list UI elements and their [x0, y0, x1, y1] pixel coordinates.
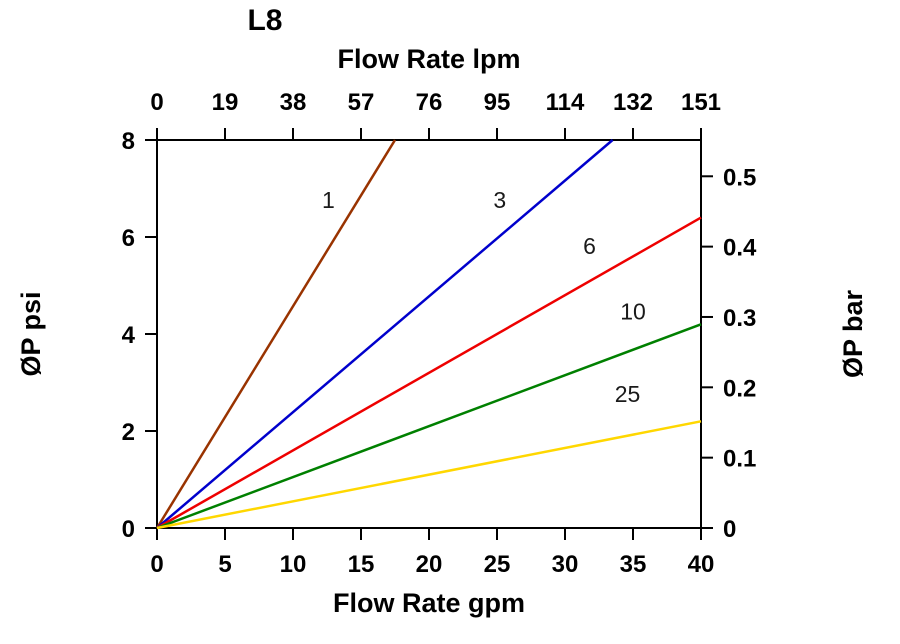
top-tick-label: 0 — [150, 89, 163, 116]
series-label-6: 6 — [583, 233, 596, 259]
bottom-tick-label: 40 — [688, 551, 715, 578]
bottom-tick-label: 5 — [218, 551, 231, 578]
right-tick-label: 0.5 — [723, 164, 756, 191]
bottom-tick-label: 25 — [484, 551, 511, 578]
left-tick-label: 2 — [122, 419, 135, 446]
bottom-tick-label: 10 — [280, 551, 307, 578]
chart-title: L8 — [247, 4, 283, 37]
top-tick-label: 132 — [613, 89, 653, 116]
top-tick-label: 57 — [348, 89, 375, 116]
left-tick-label: 6 — [122, 225, 135, 252]
top-tick-label: 114 — [546, 89, 585, 116]
right-tick-label: 0.3 — [723, 305, 756, 332]
bottom-tick-label: 20 — [416, 551, 443, 578]
top-axis-title: Flow Rate lpm — [337, 44, 521, 74]
series-line-1 — [155, 139, 397, 529]
right-tick-label: 0.1 — [723, 446, 756, 473]
right-tick-label: 0.4 — [723, 235, 757, 262]
series-line-6 — [156, 216, 702, 530]
series-label-10: 10 — [620, 298, 646, 324]
bottom-tick-label: 15 — [348, 551, 375, 578]
series-label-1: 1 — [322, 187, 335, 213]
top-tick-label: 38 — [280, 89, 307, 116]
right-tick-label: 0.2 — [723, 375, 756, 402]
left-tick-label: 0 — [122, 516, 135, 543]
series-line-3 — [156, 139, 614, 529]
bottom-axis-title: Flow Rate gpm — [332, 588, 525, 618]
left-tick-label: 8 — [122, 128, 135, 155]
series-line-10 — [156, 323, 702, 530]
top-tick-label: 76 — [416, 89, 443, 116]
series-line-25 — [156, 420, 702, 530]
left-tick-label: 4 — [122, 322, 136, 349]
top-tick-label: 95 — [484, 89, 511, 116]
bottom-tick-label: 30 — [552, 551, 579, 578]
top-tick-label: 151 — [681, 89, 721, 116]
bottom-tick-label: 35 — [620, 551, 647, 578]
series-label-3: 3 — [493, 187, 506, 213]
bottom-tick-label: 0 — [150, 551, 163, 578]
right-tick-label: 0 — [723, 516, 736, 543]
plot-border — [156, 139, 702, 529]
top-tick-label: 19 — [212, 89, 239, 116]
series-label-25: 25 — [615, 381, 641, 407]
